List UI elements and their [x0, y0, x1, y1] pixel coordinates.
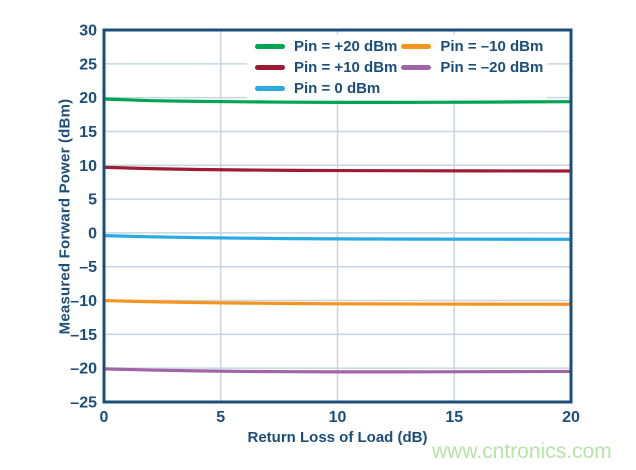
legend: Pin = +20 dBm Pin = +10 dBm Pin = 0 dBm Pin…: [247, 35, 548, 100]
legend-label: Pin = +10 dBm: [294, 59, 398, 76]
legend-swatch-line-icon: [401, 44, 432, 49]
y-tick-label: –10: [70, 293, 97, 310]
series-line-4: [102, 367, 573, 374]
legend-item: Pin = –20 dBm: [401, 57, 543, 78]
legend-item: Pin = +20 dBm: [255, 36, 397, 57]
series-line-2: [102, 234, 573, 241]
y-axis-label: Measured Forward Power (dBm): [56, 98, 74, 335]
x-tick-label: 0: [100, 409, 109, 426]
y-tick-label: –25: [70, 395, 97, 412]
y-tick-label: –20: [70, 361, 97, 378]
legend-item: Pin = –10 dBm: [401, 36, 543, 57]
x-tick-label: 15: [445, 409, 463, 426]
y-tick-label: 30: [79, 23, 97, 40]
legend-swatch-line-icon: [255, 65, 285, 70]
x-tick-label: 5: [216, 409, 225, 426]
y-tick-label: 25: [79, 56, 97, 73]
x-tick-label: 20: [562, 409, 580, 426]
legend-label: Pin = 0 dBm: [294, 80, 381, 97]
x-tick-label: 10: [329, 409, 347, 426]
legend-column: Pin = –10 dBm Pin = –20 dBm: [401, 36, 543, 99]
watermark-text: www.cntronics.com: [432, 440, 612, 463]
legend-swatch-line-icon: [255, 44, 285, 49]
y-tick-label: 15: [79, 124, 97, 141]
y-tick-label: 0: [88, 225, 97, 242]
legend-label: Pin = +20 dBm: [294, 38, 398, 55]
x-axis-label: Return Loss of Load (dB): [247, 429, 428, 446]
legend-column: Pin = +20 dBm Pin = +10 dBm Pin = 0 dBm: [255, 36, 397, 99]
legend-item: Pin = +10 dBm: [255, 57, 397, 78]
series-line-3: [102, 298, 573, 306]
legend-label: Pin = –20 dBm: [440, 59, 544, 76]
y-tick-label: –15: [70, 327, 97, 344]
legend-label: Pin = –10 dBm: [440, 38, 544, 55]
legend-swatch-line-icon: [255, 86, 285, 91]
series-line-0: [102, 97, 573, 104]
series-line-1: [102, 165, 573, 173]
y-tick-label: 5: [88, 192, 97, 209]
y-tick-label: –5: [79, 259, 97, 276]
y-tick-label: 20: [79, 90, 97, 107]
y-tick-label: 10: [79, 158, 97, 175]
plot-border: [102, 28, 573, 404]
legend-swatch-line-icon: [401, 65, 432, 70]
legend-item: Pin = 0 dBm: [255, 78, 397, 99]
